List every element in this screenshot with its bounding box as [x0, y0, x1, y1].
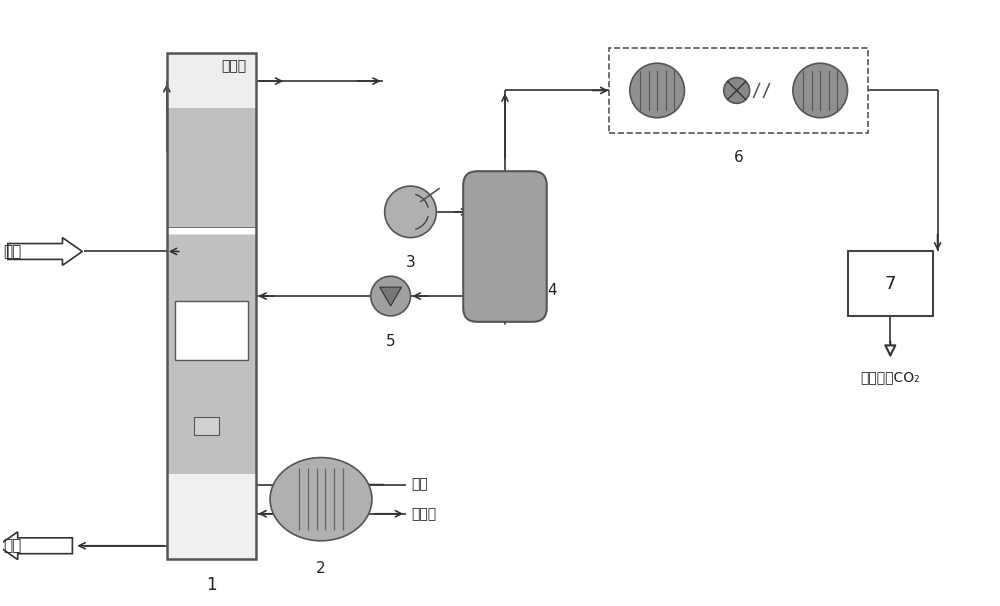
Bar	[194, 417, 219, 435]
FancyArrow shape	[8, 238, 82, 265]
FancyBboxPatch shape	[463, 171, 547, 322]
Circle shape	[371, 276, 411, 316]
Text: 富液: 富液	[3, 244, 21, 259]
Bar	[167, 108, 256, 227]
Text: 液态产品CO₂: 液态产品CO₂	[861, 370, 920, 384]
Ellipse shape	[793, 63, 848, 118]
Bar	[609, 48, 868, 133]
Text: 7: 7	[885, 275, 896, 293]
Text: 再生气: 再生气	[222, 59, 247, 73]
Text: 1: 1	[206, 576, 217, 594]
Circle shape	[724, 78, 750, 104]
Ellipse shape	[630, 63, 684, 118]
Polygon shape	[380, 287, 402, 306]
FancyArrow shape	[0, 532, 72, 559]
Bar	[167, 53, 256, 559]
Text: 蔓汽: 蔓汽	[411, 478, 428, 491]
Circle shape	[385, 186, 436, 238]
Ellipse shape	[270, 458, 372, 541]
Text: 贫液: 贫液	[3, 538, 21, 553]
Text: 6: 6	[734, 150, 744, 165]
Text: 3: 3	[406, 256, 415, 270]
Bar	[167, 235, 256, 474]
Text: 冷凝水: 冷凝水	[411, 507, 436, 521]
Bar	[167, 53, 256, 108]
Text: 4: 4	[548, 283, 557, 298]
Text: 2: 2	[316, 561, 326, 576]
Bar	[167, 474, 256, 559]
Text: 5: 5	[386, 334, 395, 348]
Bar	[848, 251, 933, 316]
Bar	[175, 301, 248, 361]
